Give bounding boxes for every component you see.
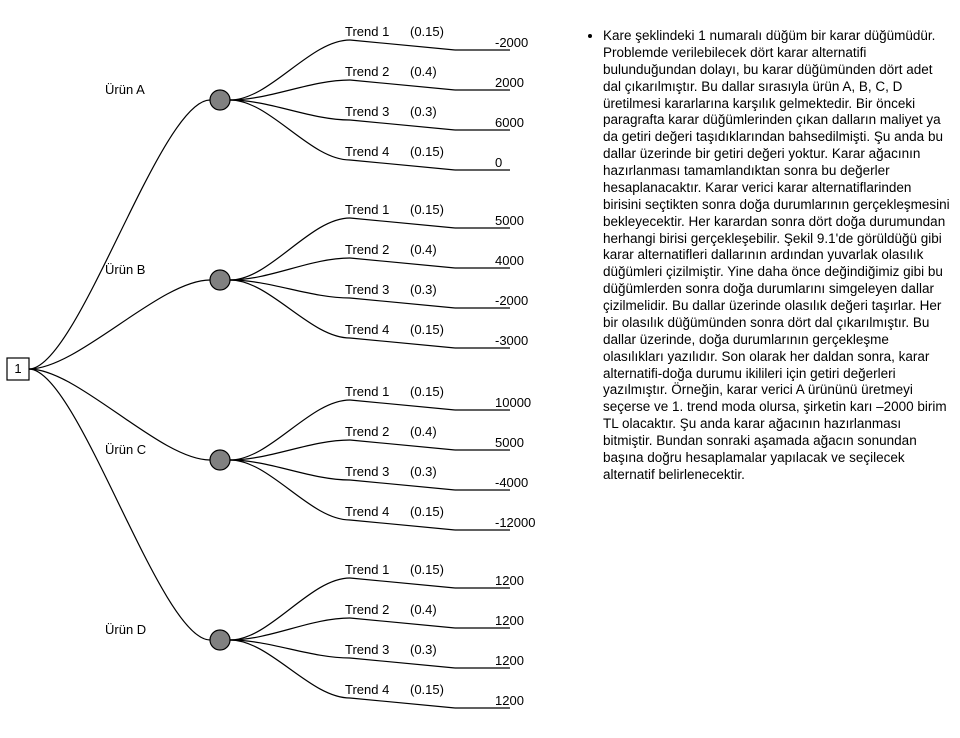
- value-connector: [350, 578, 455, 588]
- trend-prob: (0.3): [410, 464, 437, 479]
- trend-prob: (0.15): [410, 202, 444, 217]
- trend-label: Trend 1: [345, 562, 389, 577]
- trend-branch: [230, 400, 350, 460]
- value-connector: [350, 258, 455, 268]
- chance-node: [210, 90, 230, 110]
- chance-node: [210, 630, 230, 650]
- trend-value: -12000: [495, 515, 535, 530]
- trend-prob: (0.3): [410, 642, 437, 657]
- value-connector: [350, 440, 455, 450]
- trend-value: 10000: [495, 395, 531, 410]
- trend-label: Trend 4: [345, 504, 389, 519]
- value-connector: [350, 298, 455, 308]
- trend-value: -2000: [495, 35, 528, 50]
- trend-branch: [230, 578, 350, 640]
- product-label: Ürün C: [105, 442, 146, 457]
- trend-label: Trend 1: [345, 384, 389, 399]
- tree-svg: 1 Ürün A Trend 1 (0.15) -2000 Trend 2 (0.4) 200…: [0, 0, 560, 738]
- trend-branch: [230, 218, 350, 280]
- trend-prob: (0.3): [410, 104, 437, 119]
- chance-node: [210, 270, 230, 290]
- trend-branch: [230, 80, 350, 100]
- decision-label: 1: [14, 361, 21, 376]
- trend-value: 1200: [495, 653, 524, 668]
- trend-prob: (0.15): [410, 384, 444, 399]
- trend-label: Trend 2: [345, 242, 389, 257]
- trend-value: 4000: [495, 253, 524, 268]
- product-branch: [29, 100, 210, 369]
- value-connector: [350, 218, 455, 228]
- trend-branch: [230, 640, 350, 658]
- trend-value: 5000: [495, 213, 524, 228]
- trend-prob: (0.15): [410, 144, 444, 159]
- trend-branch: [230, 280, 350, 298]
- trend-prob: (0.4): [410, 602, 437, 617]
- explanation-panel: Kare şeklindeki 1 numaralı düğüm bir kar…: [585, 28, 950, 484]
- trend-value: -2000: [495, 293, 528, 308]
- chance-node: [210, 450, 230, 470]
- trend-label: Trend 2: [345, 64, 389, 79]
- value-connector: [350, 120, 455, 130]
- product-branch: [29, 369, 210, 640]
- value-connector: [350, 658, 455, 668]
- trend-branch: [230, 40, 350, 100]
- trend-branch: [230, 460, 350, 520]
- product-branch: [29, 280, 210, 369]
- trend-prob: (0.15): [410, 322, 444, 337]
- value-connector: [350, 698, 455, 708]
- trend-prob: (0.15): [410, 682, 444, 697]
- decision-tree-diagram: 1 Ürün A Trend 1 (0.15) -2000 Trend 2 (0.4) 200…: [0, 0, 560, 738]
- trend-branch: [230, 100, 350, 120]
- trend-label: Trend 3: [345, 104, 389, 119]
- trend-value: -3000: [495, 333, 528, 348]
- trend-prob: (0.15): [410, 562, 444, 577]
- trend-prob: (0.4): [410, 424, 437, 439]
- product-label: Ürün B: [105, 262, 145, 277]
- trend-value: 1200: [495, 693, 524, 708]
- product-label: Ürün D: [105, 622, 146, 637]
- page-root: 1 Ürün A Trend 1 (0.15) -2000 Trend 2 (0.4) 200…: [0, 0, 960, 738]
- trend-label: Trend 1: [345, 202, 389, 217]
- trend-label: Trend 3: [345, 642, 389, 657]
- value-connector: [350, 400, 455, 410]
- value-connector: [350, 480, 455, 490]
- trend-prob: (0.15): [410, 24, 444, 39]
- trend-prob: (0.4): [410, 64, 437, 79]
- value-connector: [350, 338, 455, 348]
- explanation-list: Kare şeklindeki 1 numaralı düğüm bir kar…: [585, 28, 950, 484]
- value-connector: [350, 618, 455, 628]
- value-connector: [350, 160, 455, 170]
- trend-label: Trend 4: [345, 682, 389, 697]
- trend-label: Trend 4: [345, 322, 389, 337]
- trend-value: 1200: [495, 573, 524, 588]
- trend-prob: (0.15): [410, 504, 444, 519]
- trend-label: Trend 3: [345, 464, 389, 479]
- product-label: Ürün A: [105, 82, 145, 97]
- trend-label: Trend 2: [345, 602, 389, 617]
- trend-branch: [230, 460, 350, 480]
- trend-value: 0: [495, 155, 502, 170]
- trend-branch: [230, 100, 350, 160]
- trend-value: 5000: [495, 435, 524, 450]
- trend-prob: (0.4): [410, 242, 437, 257]
- trend-value: 6000: [495, 115, 524, 130]
- trend-label: Trend 2: [345, 424, 389, 439]
- trend-prob: (0.3): [410, 282, 437, 297]
- trend-branch: [230, 440, 350, 460]
- value-connector: [350, 40, 455, 50]
- trend-value: 2000: [495, 75, 524, 90]
- trend-value: -4000: [495, 475, 528, 490]
- value-connector: [350, 520, 455, 530]
- value-connector: [350, 80, 455, 90]
- trend-label: Trend 1: [345, 24, 389, 39]
- trend-value: 1200: [495, 613, 524, 628]
- trend-label: Trend 4: [345, 144, 389, 159]
- trend-label: Trend 3: [345, 282, 389, 297]
- explanation-text: Kare şeklindeki 1 numaralı düğüm bir kar…: [603, 28, 950, 484]
